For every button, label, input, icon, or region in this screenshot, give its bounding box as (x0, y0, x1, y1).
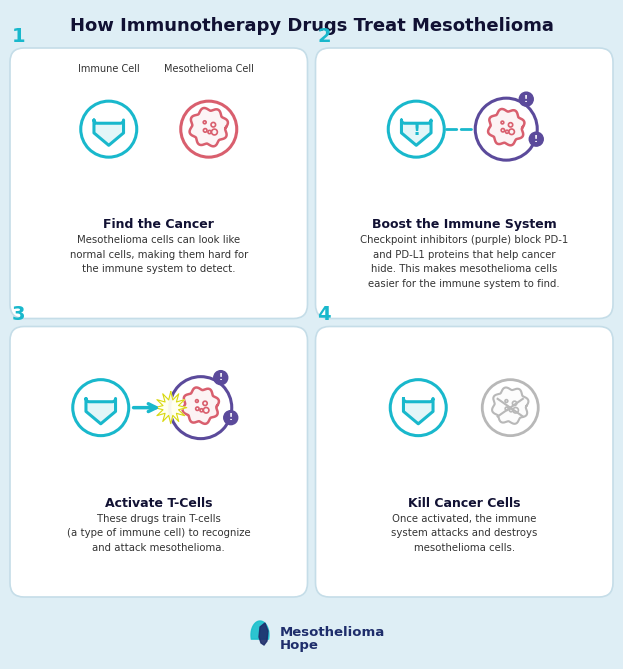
Circle shape (530, 132, 543, 146)
Polygon shape (401, 120, 431, 145)
Text: How Immunotherapy Drugs Treat Mesothelioma: How Immunotherapy Drugs Treat Mesothelio… (70, 17, 553, 35)
Circle shape (224, 411, 238, 425)
Text: 2: 2 (318, 27, 331, 46)
Circle shape (519, 92, 533, 106)
Polygon shape (155, 391, 187, 423)
Text: 3: 3 (12, 306, 26, 324)
Polygon shape (86, 399, 115, 423)
Text: !: ! (524, 94, 528, 104)
Text: !: ! (219, 373, 223, 382)
Text: 4: 4 (318, 306, 331, 324)
Text: Immune Cell: Immune Cell (78, 64, 140, 74)
FancyBboxPatch shape (10, 326, 308, 597)
Polygon shape (189, 108, 228, 147)
FancyBboxPatch shape (10, 48, 308, 318)
Text: These drugs train T-cells
(a type of immune cell) to recognize
and attack mesoth: These drugs train T-cells (a type of imm… (67, 514, 250, 553)
Text: !: ! (412, 121, 421, 139)
Polygon shape (259, 623, 268, 645)
Polygon shape (404, 399, 433, 423)
FancyBboxPatch shape (315, 326, 613, 597)
Text: Activate T-Cells: Activate T-Cells (105, 497, 212, 510)
Text: 1: 1 (12, 27, 26, 46)
Polygon shape (251, 621, 269, 639)
Polygon shape (488, 109, 525, 145)
Text: Find the Cancer: Find the Cancer (103, 218, 214, 231)
Text: Mesothelioma Cell: Mesothelioma Cell (164, 64, 254, 74)
Text: Mesothelioma: Mesothelioma (280, 626, 385, 639)
Circle shape (214, 371, 228, 385)
Text: Hope: Hope (280, 639, 319, 652)
FancyBboxPatch shape (0, 597, 623, 669)
Text: Kill Cancer Cells: Kill Cancer Cells (408, 497, 520, 510)
Text: Mesothelioma cells can look like
normal cells, making them hard for
the immune s: Mesothelioma cells can look like normal … (70, 235, 248, 274)
Text: Once activated, the immune
system attacks and destroys
mesothelioma cells.: Once activated, the immune system attack… (391, 514, 538, 553)
FancyBboxPatch shape (315, 48, 613, 318)
Polygon shape (94, 120, 123, 145)
Text: !: ! (229, 413, 233, 422)
Text: Boost the Immune System: Boost the Immune System (372, 218, 556, 231)
Text: Checkpoint inhibitors (purple) block PD-1
and PD-L1 proteins that help cancer
hi: Checkpoint inhibitors (purple) block PD-… (360, 235, 568, 288)
Polygon shape (183, 387, 219, 424)
Text: !: ! (534, 134, 538, 144)
